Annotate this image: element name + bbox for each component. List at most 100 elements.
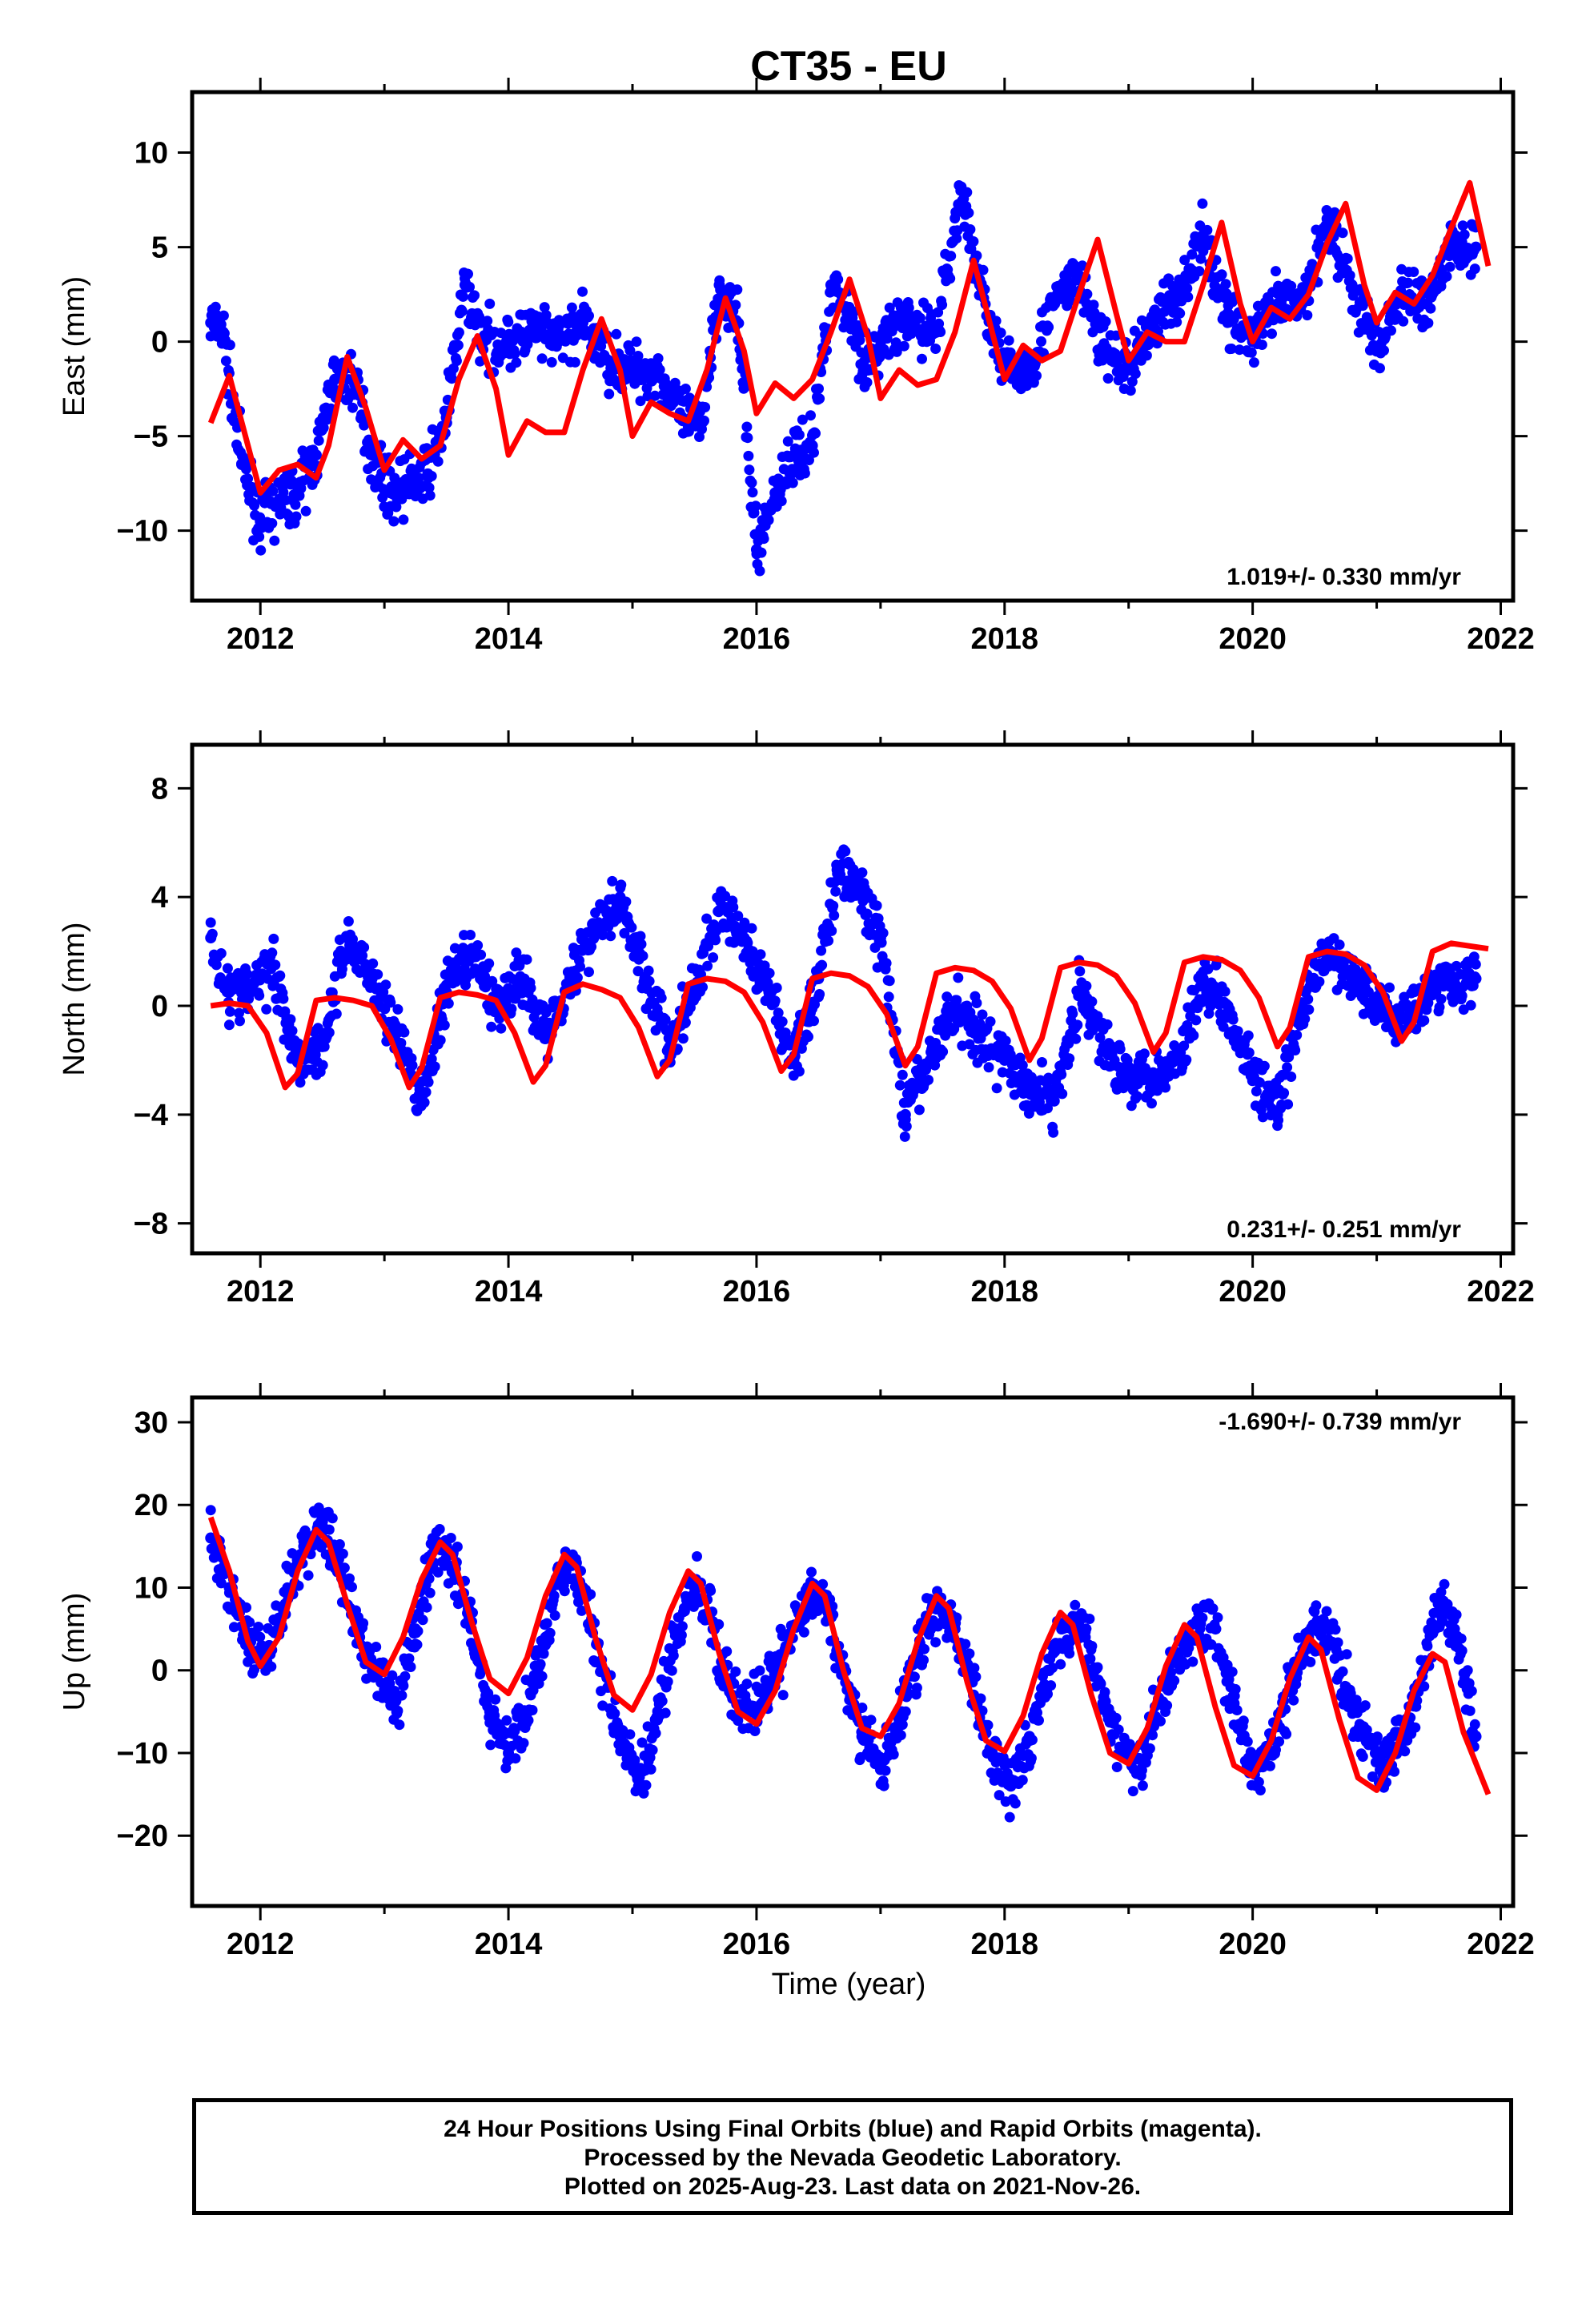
up-point [660, 1707, 671, 1719]
up-point [1147, 1730, 1158, 1741]
up-point [509, 1725, 520, 1736]
east-point [1342, 253, 1353, 264]
east-x-tick-label: 2020 [1219, 622, 1287, 656]
east-point [990, 316, 1002, 327]
up-point [1466, 1686, 1477, 1697]
east-point [424, 482, 435, 493]
up-point [1238, 1715, 1249, 1727]
east-point [1314, 239, 1325, 251]
east-point [566, 302, 577, 313]
up-point [1464, 1705, 1476, 1716]
east-point [632, 351, 644, 361]
east-point [854, 335, 865, 346]
east-point [743, 450, 754, 461]
up-point [1321, 1606, 1332, 1617]
up-observation-point [409, 1623, 421, 1635]
north-observation-point [1247, 1068, 1259, 1080]
east-point [1141, 350, 1152, 361]
up-observation-point [856, 1731, 868, 1743]
up-point [1456, 1645, 1468, 1656]
north-model-line [210, 940, 1489, 1091]
east-observation-point [1222, 308, 1234, 320]
north-point [343, 916, 354, 927]
north-observation-point [738, 932, 750, 944]
east-observation-point [273, 497, 285, 509]
north-point [793, 1066, 805, 1077]
up-point [1462, 1665, 1473, 1676]
east-point [313, 435, 324, 446]
east-y-tick-label: −10 [117, 515, 168, 549]
north-point [211, 959, 222, 971]
north-point [331, 1008, 342, 1019]
east-point [290, 499, 301, 510]
up-observation-point [1190, 1614, 1203, 1626]
north-point [223, 1019, 235, 1031]
east-observation-point [881, 326, 893, 338]
east-x-tick-label: 2022 [1467, 622, 1535, 656]
north-observation-point [1445, 973, 1457, 985]
up-point [1137, 1780, 1148, 1791]
east-observation-point [1172, 288, 1184, 300]
north-x-tick-label: 2018 [971, 1275, 1039, 1309]
up-point [1274, 1736, 1285, 1747]
north-observation-point [341, 932, 353, 944]
east-point [758, 533, 769, 545]
up-point [548, 1590, 560, 1602]
north-y-tick-label: 0 [151, 990, 168, 1023]
north-point [267, 947, 278, 959]
east-observation-point [1445, 241, 1457, 253]
up-point [1442, 1598, 1453, 1610]
east-point [254, 531, 265, 542]
up-point [909, 1671, 920, 1683]
north-point [607, 875, 618, 887]
north-observation-point [1346, 973, 1358, 985]
north-observation-point [874, 932, 886, 944]
up-point [1034, 1715, 1044, 1726]
east-point [1082, 288, 1093, 300]
east-frame [190, 90, 1516, 603]
north-point [636, 939, 647, 950]
up-point [1004, 1811, 1015, 1823]
east-observation-point [1122, 364, 1134, 376]
north-point [840, 846, 851, 857]
north-point [632, 966, 644, 977]
north-point [1138, 1048, 1150, 1059]
north-observation-point [1470, 973, 1482, 985]
east-point [503, 316, 514, 328]
up-observation-point [614, 1731, 626, 1743]
north-point [826, 925, 837, 936]
north-point [619, 927, 630, 939]
up-point [1288, 1695, 1299, 1706]
north-point [971, 998, 982, 1008]
up-point [337, 1548, 348, 1559]
north-point [317, 1059, 328, 1071]
east-point [884, 302, 895, 313]
up-point [754, 1665, 765, 1676]
north-point [1131, 1091, 1142, 1102]
up-point [1230, 1683, 1241, 1695]
north-observation-point [1073, 987, 1085, 999]
up-point [645, 1763, 656, 1775]
north-point [235, 1015, 245, 1027]
north-point [861, 908, 873, 919]
up-point [1469, 1719, 1480, 1730]
east-observation-point [459, 279, 471, 291]
up-point [327, 1513, 338, 1524]
up-point [1337, 1666, 1348, 1677]
east-observation-point [404, 477, 416, 489]
north-point [506, 1003, 517, 1015]
east-point [424, 490, 436, 501]
east-point [1216, 269, 1227, 280]
east-observation-point [651, 364, 663, 376]
east-observation-point [552, 336, 564, 348]
up-point [895, 1730, 906, 1741]
up-observation-point [1339, 1681, 1351, 1693]
north-observation-point [1098, 1040, 1110, 1052]
north-point [1074, 966, 1086, 977]
up-point [817, 1578, 829, 1590]
north-observation-point [366, 973, 378, 985]
east-point [730, 300, 741, 311]
east-x-tick-label: 2018 [971, 622, 1039, 656]
east-observation-point [955, 184, 967, 196]
east-point [652, 353, 664, 364]
